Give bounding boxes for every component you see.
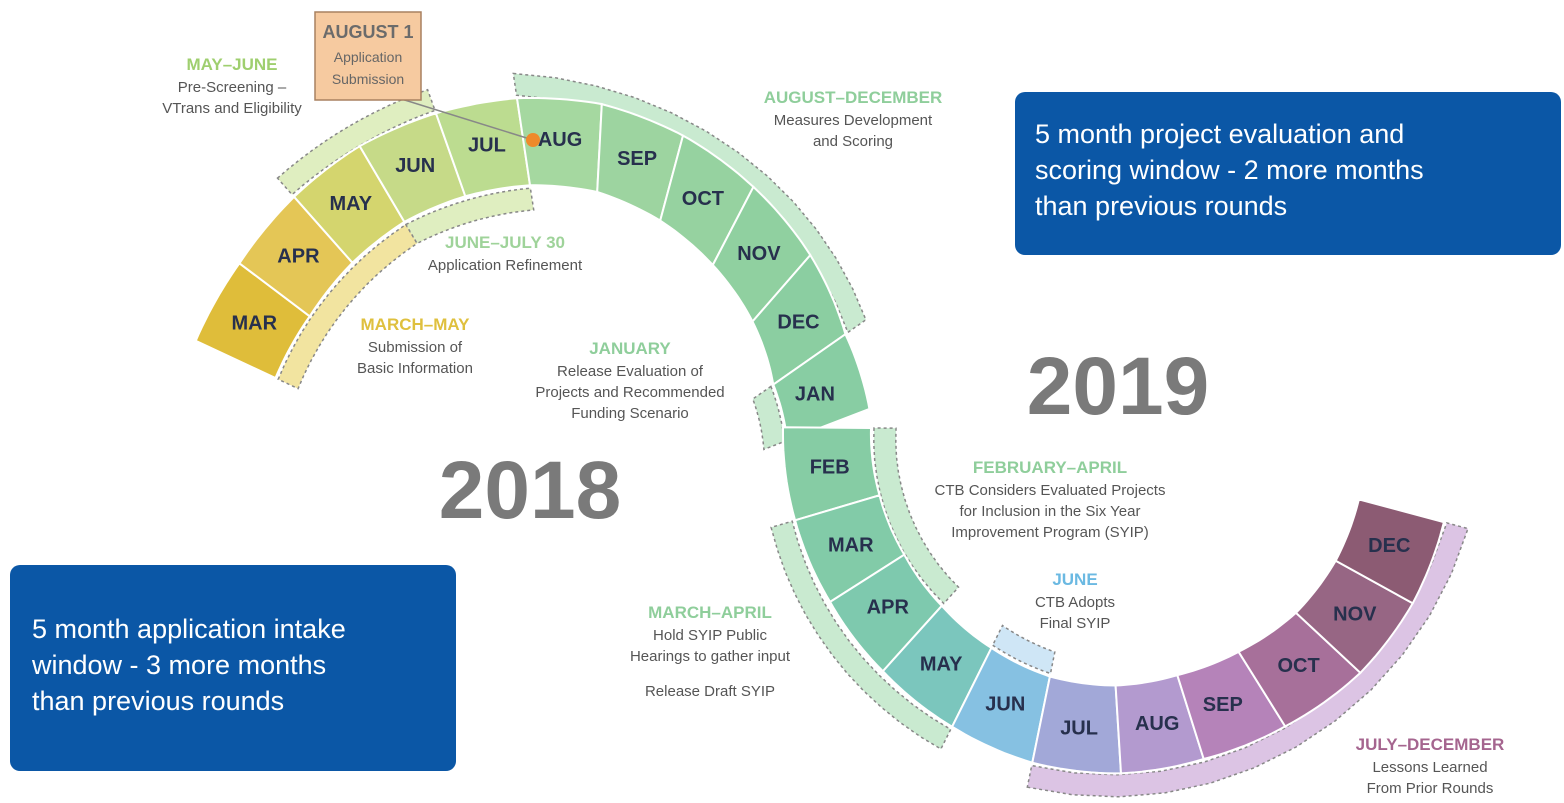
month-label: MAR — [828, 534, 874, 556]
phase-band — [1026, 521, 1469, 798]
box-text: 5 month project evaluation and — [1035, 119, 1404, 149]
phase-heading: MARCH–APRIL — [648, 603, 772, 622]
phase-text: Hold SYIP Public — [653, 627, 767, 644]
phase-text: CTB Adopts — [1035, 594, 1115, 611]
month-label: JUL — [468, 135, 506, 157]
year-label: 2019 — [1027, 341, 1209, 432]
month-label: OCT — [1277, 655, 1319, 677]
phase-band — [277, 223, 419, 390]
phase-text: Improvement Program (SYIP) — [951, 524, 1149, 541]
phase-heading: JULY–DECEMBER — [1356, 735, 1505, 754]
month-label: JAN — [795, 383, 835, 405]
month-label: DEC — [1368, 535, 1410, 557]
callout-line — [394, 96, 534, 141]
month-label: NOV — [1333, 603, 1377, 625]
month-label: SEP — [617, 148, 657, 170]
box-text: 5 month application intake — [32, 614, 346, 644]
phase-text: and Scoring — [813, 133, 893, 150]
phase-text: Application Refinement — [428, 257, 583, 274]
phase-band — [512, 72, 867, 334]
box-text: than previous rounds — [32, 686, 284, 716]
phase-band — [770, 520, 952, 751]
phase-band — [991, 624, 1056, 675]
phase-text: Basic Information — [357, 360, 473, 377]
phase-text: for Inclusion in the Six Year — [960, 503, 1141, 520]
month-label: NOV — [737, 243, 781, 265]
month-segments — [194, 97, 1446, 775]
box-text: scoring window - 2 more months — [1035, 155, 1424, 185]
month-label: OCT — [682, 188, 724, 210]
phase-heading: JUNE–JULY 30 — [445, 233, 565, 252]
month-label: AUG — [1135, 713, 1179, 735]
month-label: MAR — [232, 313, 278, 335]
phase-band — [276, 88, 436, 196]
intake-box — [10, 565, 456, 771]
callout-line-1: Application — [334, 49, 403, 65]
month-label: SEP — [1203, 694, 1243, 716]
phase-heading: FEBRUARY–APRIL — [973, 458, 1127, 477]
month-label: APR — [277, 246, 320, 268]
phase-heading: JUNE — [1052, 570, 1097, 589]
phase-text: Lessons Learned — [1372, 759, 1487, 776]
labels: MAR APR MAY JUN JUL AUG SEP OCT NOV DEC JAN FEB MAR A… — [31, 55, 1504, 797]
phase-band — [873, 427, 960, 605]
callout-box — [314, 11, 422, 101]
phase-text: VTrans and Eligibility — [162, 100, 302, 117]
phase-text: Final SYIP — [1040, 615, 1111, 632]
month-label: JUN — [395, 155, 435, 177]
box-text: than previous rounds — [1035, 191, 1287, 221]
phase-text: From Prior Rounds — [1367, 780, 1494, 797]
month-label: JUN — [985, 693, 1025, 715]
phase-text: Measures Development — [774, 112, 933, 129]
phase-heading: AUGUST–DECEMBER — [764, 88, 943, 107]
phase-heading: JANUARY — [589, 339, 671, 358]
phase-text: Projects and Recommended — [535, 384, 724, 401]
month-segment — [1334, 498, 1446, 605]
phase-text: Pre-Screening – — [178, 79, 287, 96]
phase-text: Release Evaluation of — [557, 363, 704, 380]
month-label: APR — [867, 596, 910, 618]
phase-heading: MARCH–MAY — [361, 315, 471, 334]
phase-text: CTB Considers Evaluated Projects — [935, 482, 1166, 499]
phase-band — [404, 187, 535, 245]
phase-text: Hearings to gather input — [630, 648, 791, 665]
phase-text: Submission of — [368, 339, 463, 356]
phase-heading: MAY–JUNE — [186, 55, 277, 74]
phase-band — [751, 385, 786, 451]
month-label: MAY — [329, 193, 372, 215]
phase-text: Release Draft SYIP — [645, 683, 775, 700]
month-label: AUG — [538, 129, 582, 151]
callout-title: AUGUST 1 — [322, 22, 413, 42]
month-label: DEC — [777, 312, 819, 334]
submission-dot — [526, 133, 540, 147]
phase-bands — [276, 72, 1469, 798]
month-label: FEB — [810, 456, 850, 478]
month-label: JUL — [1060, 718, 1098, 740]
callout-line-2: Submission — [332, 71, 404, 87]
year-label: 2018 — [439, 445, 621, 536]
phase-text: Funding Scenario — [571, 405, 689, 422]
evaluation-box — [1015, 92, 1561, 255]
box-text: window - 3 more months — [31, 650, 326, 680]
month-label: MAY — [920, 654, 963, 676]
